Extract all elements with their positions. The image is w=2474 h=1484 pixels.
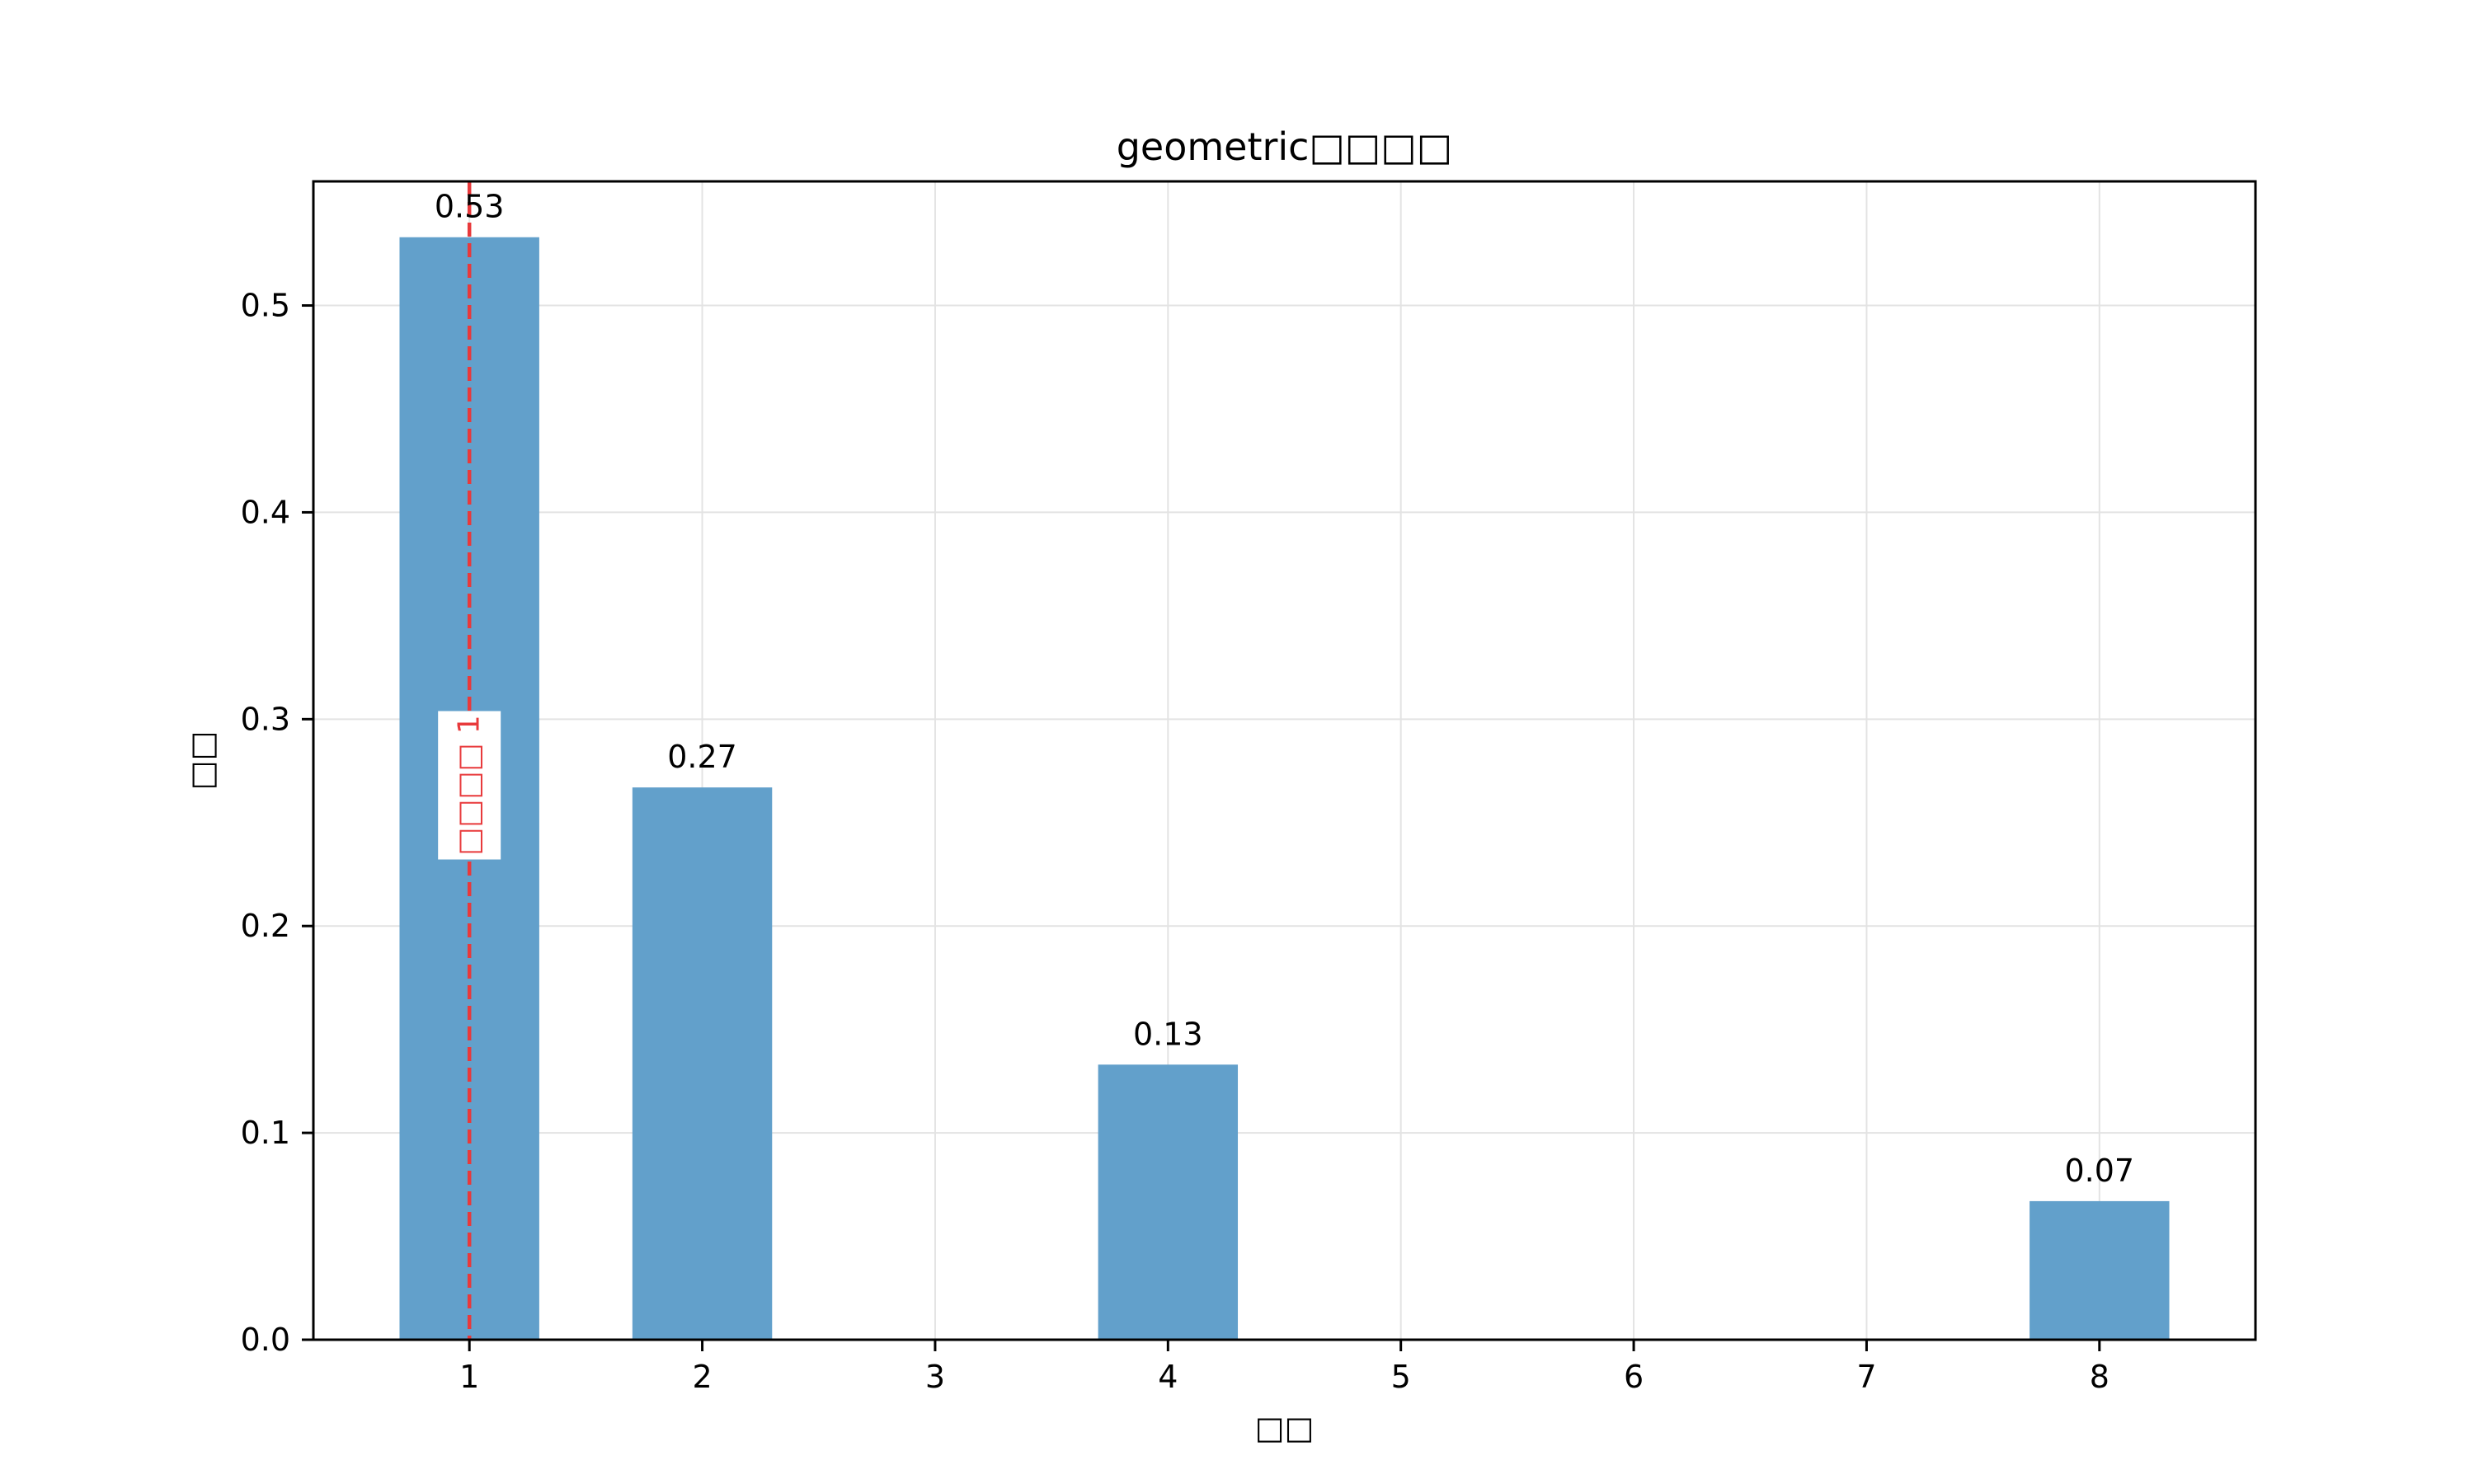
x-tick-label: 8 [2090,1359,2109,1395]
y-tick-label: 0.4 [241,494,290,530]
bar [2030,1200,2170,1340]
x-tick-label: 2 [692,1359,712,1395]
y-tick-label: 0.0 [241,1322,290,1358]
data-labels: 0.53 0.27 0.13 0.07 [435,189,2134,1189]
data-label: 0.53 [435,189,505,225]
data-label: 0.27 [667,739,737,775]
reference-line-label: □□□□ 1 [453,715,487,855]
x-tick-label: 7 [1856,1359,1876,1395]
y-tick-label: 0.2 [241,908,290,944]
x-tick-label: 3 [925,1359,945,1395]
chart-title: geometric□□□□ [1117,124,1453,169]
x-tick-label: 6 [1624,1359,1644,1395]
reference-label-box [438,711,501,860]
reference-line-group: □□□□ 1 [438,181,501,1340]
bar [1098,1064,1239,1340]
grid-lines [313,181,2255,1341]
bar [632,787,773,1340]
y-tick-label: 0.3 [241,701,290,737]
x-tick-label: 5 [1391,1359,1411,1395]
data-label: 0.13 [1133,1016,1203,1052]
y-axis-title: □□ [184,731,220,791]
y-tick-label: 0.5 [241,288,290,324]
axis-ticks: 1 2 3 4 5 6 7 8 0.0 0.1 0.2 0.3 0.4 0.5 [241,288,2109,1395]
plot-frame [312,180,2257,1341]
x-tick-label: 4 [1158,1359,1178,1395]
x-axis-title: □□ [1255,1410,1315,1446]
bars [399,237,2170,1340]
data-label: 0.07 [2065,1153,2135,1189]
x-tick-label: 1 [459,1359,479,1395]
y-tick-label: 0.1 [241,1115,290,1151]
